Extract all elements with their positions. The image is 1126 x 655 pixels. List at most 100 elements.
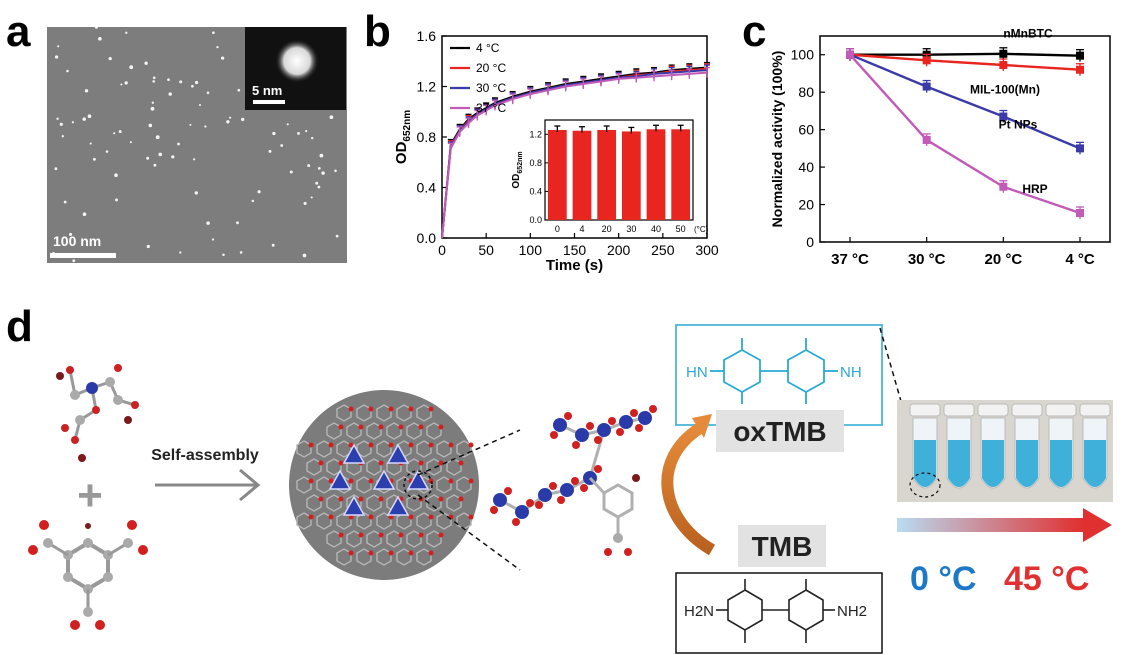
sem-particle bbox=[89, 142, 92, 145]
oxygen-atom bbox=[428, 514, 434, 520]
oxygen-atom bbox=[308, 442, 314, 448]
inset-bar bbox=[597, 130, 617, 220]
inset-y-tick-label: 0.8 bbox=[529, 158, 542, 168]
sem-particle bbox=[319, 153, 324, 158]
inset-scale-bar bbox=[253, 100, 285, 104]
oxygen-atom bbox=[378, 424, 384, 430]
inset-bar bbox=[646, 129, 666, 220]
oxygen-atom bbox=[448, 478, 454, 484]
nanoparticle bbox=[275, 39, 319, 83]
zoom-circle bbox=[403, 470, 433, 500]
sem-particle bbox=[195, 80, 199, 85]
x-tick-label: 300 bbox=[695, 242, 719, 258]
tmb-structure: H2N NH2 bbox=[675, 572, 883, 654]
oxygen-atom bbox=[358, 532, 364, 538]
self-assembly-arrow bbox=[155, 468, 261, 502]
sem-particle bbox=[146, 156, 150, 160]
oxygen-atom bbox=[438, 496, 444, 502]
tube-cap bbox=[1079, 403, 1111, 417]
tube-cap bbox=[977, 403, 1009, 417]
sem-particle bbox=[251, 199, 255, 203]
sem-particle bbox=[171, 155, 175, 159]
sem-particle bbox=[129, 65, 134, 70]
sem-particle bbox=[84, 89, 89, 93]
oxygen-atom bbox=[388, 442, 394, 448]
inset-bar bbox=[572, 130, 592, 220]
sem-particles bbox=[52, 27, 339, 263]
chain-bond bbox=[588, 429, 606, 479]
oxygen-atom bbox=[338, 532, 344, 538]
oxygen-atom bbox=[468, 514, 474, 520]
tube-solution bbox=[1084, 440, 1106, 487]
data-point bbox=[999, 182, 1008, 191]
sem-particle bbox=[229, 116, 232, 119]
tube-solution bbox=[948, 440, 970, 487]
oxygen-atom bbox=[378, 496, 384, 502]
sem-particle bbox=[66, 69, 69, 73]
x-tick-label: 30 °C bbox=[908, 251, 946, 268]
sem-particle bbox=[54, 55, 59, 59]
inset-y-tick-label: 0.0 bbox=[529, 215, 542, 225]
data-point bbox=[846, 50, 854, 59]
zoom-line-bottom bbox=[417, 494, 521, 571]
sem-particle bbox=[71, 121, 74, 124]
inset-bar bbox=[621, 131, 641, 220]
data-point bbox=[922, 56, 931, 65]
sem-particle bbox=[303, 201, 307, 205]
sem-particle bbox=[204, 125, 207, 128]
reaction-arrow bbox=[661, 422, 716, 556]
sem-particle bbox=[206, 221, 210, 225]
temp-high-label: 45 °C bbox=[1004, 560, 1089, 598]
chart-c: 0 20 40 60 80 100 37 °C 30 °C 20 °C 4 °C Normalize… bbox=[769, 28, 1111, 268]
oxygen-atom bbox=[624, 548, 632, 556]
sem-particle bbox=[302, 253, 307, 258]
y-tick-label: 0.0 bbox=[417, 230, 437, 246]
main-scale-label: 100 nm bbox=[53, 233, 102, 249]
sem-particle bbox=[82, 117, 86, 121]
sem-particle bbox=[155, 135, 160, 140]
manganese-atom bbox=[553, 418, 567, 432]
x-tick-label: 37 °C bbox=[831, 251, 869, 268]
oxygen-atom bbox=[378, 460, 384, 466]
data-point bbox=[1076, 51, 1084, 60]
sem-particle bbox=[120, 83, 123, 86]
oxygen-atom bbox=[448, 442, 454, 448]
inset-bar bbox=[547, 130, 567, 220]
sem-particle bbox=[310, 196, 313, 199]
oxygen-atom bbox=[328, 514, 334, 520]
sem-particle bbox=[222, 253, 225, 256]
oxygen-atom bbox=[348, 478, 354, 484]
sem-particle bbox=[61, 135, 64, 138]
y-tick-label: 80 bbox=[798, 84, 814, 100]
sem-particle bbox=[124, 81, 128, 85]
oxygen-atom bbox=[368, 478, 374, 484]
manganese-atom bbox=[638, 411, 652, 425]
legend-label: 4 °C bbox=[476, 41, 500, 55]
oxygen-atom bbox=[630, 409, 638, 417]
sem-particle bbox=[144, 61, 148, 65]
oxygen-atom bbox=[580, 484, 588, 492]
oxygen-atom bbox=[368, 406, 374, 412]
sem-particle bbox=[152, 80, 155, 83]
manganese-atom bbox=[597, 423, 611, 437]
sem-particle bbox=[113, 132, 116, 135]
oxygen-atom bbox=[328, 478, 334, 484]
y-tick-label: 20 bbox=[798, 197, 814, 213]
metal-node bbox=[386, 443, 410, 464]
metal-node bbox=[372, 469, 396, 490]
oxygen-atom bbox=[328, 442, 334, 448]
sem-inset-image bbox=[245, 27, 346, 110]
sem-particle bbox=[297, 132, 300, 135]
inset-y-tick-label: 0.4 bbox=[529, 186, 542, 196]
chart-c-frame bbox=[819, 35, 1111, 243]
mof-particle bbox=[289, 390, 479, 580]
sem-particle bbox=[286, 123, 289, 126]
sem-particle bbox=[237, 88, 241, 92]
y-tick-label: 0.4 bbox=[417, 180, 437, 196]
oxygen-atom bbox=[438, 424, 444, 430]
sem-particle bbox=[82, 212, 87, 217]
oxygen-atom bbox=[398, 532, 404, 538]
sem-particle bbox=[321, 171, 325, 175]
inset-scale-label: 5 nm bbox=[252, 83, 283, 98]
